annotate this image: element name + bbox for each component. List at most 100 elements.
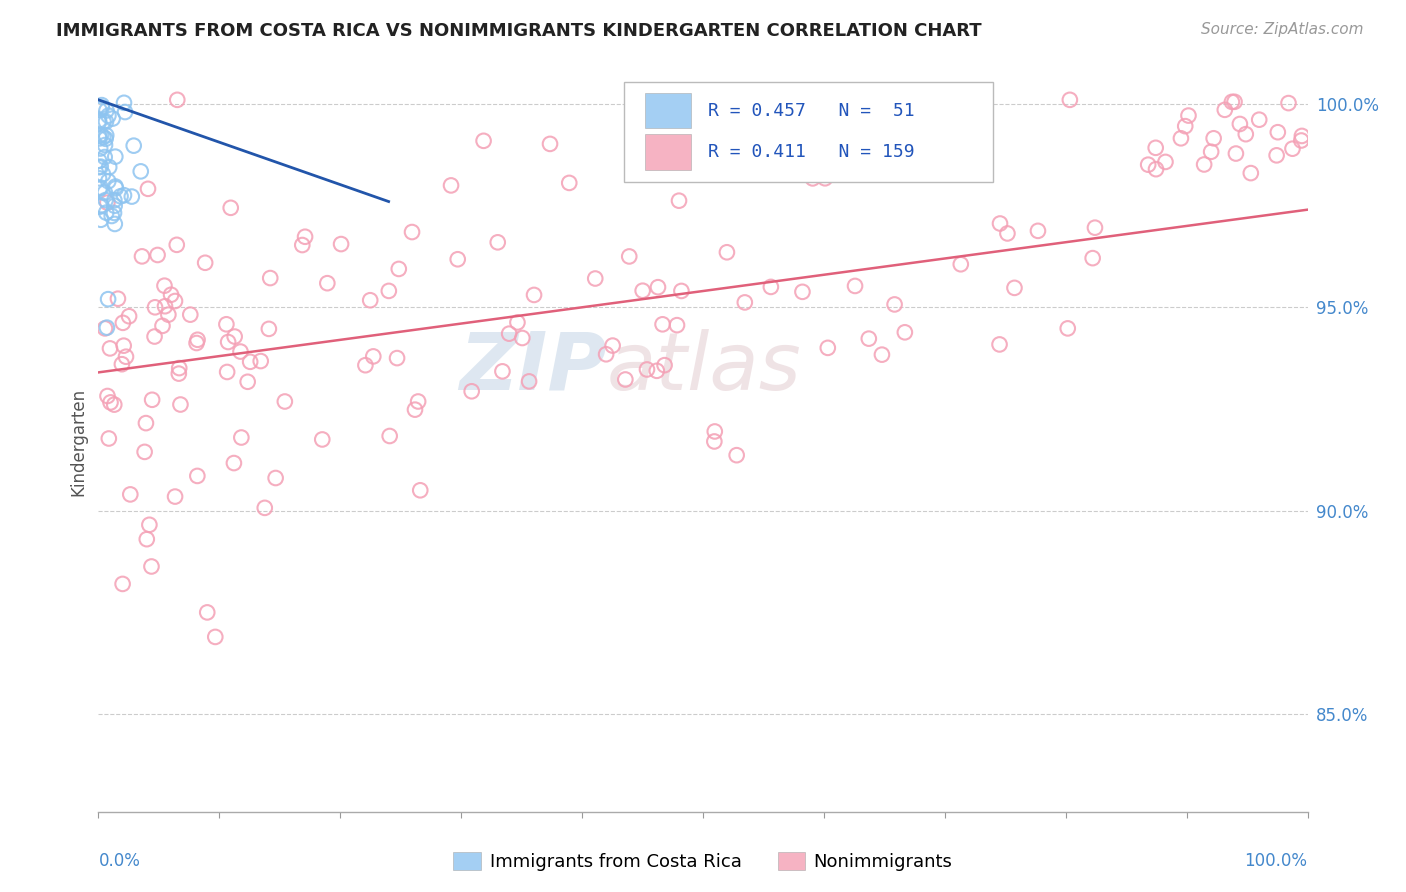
- Point: [614, 372, 637, 386]
- Point: [703, 434, 725, 449]
- Point: [153, 299, 176, 313]
- Point: [135, 416, 157, 430]
- Point: [93, 114, 115, 128]
- Point: [249, 354, 271, 368]
- Point: [759, 280, 782, 294]
- Point: [814, 171, 837, 186]
- Point: [359, 293, 381, 308]
- Point: [98, 160, 121, 174]
- Point: [703, 425, 725, 439]
- Point: [100, 395, 122, 409]
- Text: 0.0%: 0.0%: [98, 853, 141, 871]
- Point: [134, 445, 156, 459]
- Point: [131, 249, 153, 263]
- Point: [1056, 321, 1078, 335]
- Point: [87, 171, 110, 186]
- Point: [997, 227, 1019, 241]
- Point: [96, 195, 118, 210]
- Point: [647, 280, 669, 294]
- Point: [101, 112, 124, 126]
- Point: [103, 193, 125, 207]
- Point: [1170, 131, 1192, 145]
- Point: [1144, 162, 1167, 177]
- Point: [94, 321, 117, 335]
- Point: [167, 367, 190, 381]
- Point: [96, 320, 118, 334]
- Text: R = 0.457   N =  51: R = 0.457 N = 51: [707, 102, 914, 120]
- Point: [163, 293, 186, 308]
- Point: [96, 128, 118, 143]
- Point: [104, 217, 127, 231]
- Point: [401, 225, 423, 239]
- Point: [619, 249, 641, 263]
- Point: [636, 362, 658, 376]
- Point: [631, 284, 654, 298]
- Point: [89, 103, 111, 117]
- Point: [264, 471, 287, 485]
- Point: [98, 342, 121, 356]
- Point: [404, 402, 426, 417]
- Point: [129, 164, 152, 178]
- Point: [801, 171, 824, 186]
- Point: [146, 248, 169, 262]
- Legend: Immigrants from Costa Rica, Nonimmigrants: Immigrants from Costa Rica, Nonimmigrant…: [446, 845, 960, 879]
- Point: [120, 487, 142, 501]
- Point: [654, 358, 676, 372]
- Text: 100.0%: 100.0%: [1244, 853, 1308, 871]
- Point: [91, 167, 114, 181]
- Point: [121, 189, 143, 203]
- Point: [1229, 117, 1251, 131]
- Point: [330, 237, 353, 252]
- Point: [217, 334, 239, 349]
- Point: [87, 113, 110, 128]
- Y-axis label: Kindergarten: Kindergarten: [69, 387, 87, 496]
- Point: [236, 375, 259, 389]
- Point: [595, 347, 617, 361]
- Point: [1081, 251, 1104, 265]
- Point: [89, 131, 111, 145]
- Bar: [645, 93, 690, 128]
- Point: [111, 357, 134, 371]
- Point: [447, 252, 470, 267]
- Point: [1265, 148, 1288, 162]
- Point: [89, 200, 111, 214]
- Point: [1026, 224, 1049, 238]
- Point: [153, 278, 176, 293]
- Text: IMMIGRANTS FROM COSTA RICA VS NONIMMIGRANTS KINDERGARTEN CORRELATION CHART: IMMIGRANTS FROM COSTA RICA VS NONIMMIGRA…: [56, 22, 981, 40]
- Point: [1192, 157, 1215, 171]
- Point: [160, 287, 183, 301]
- Point: [204, 630, 226, 644]
- Point: [166, 237, 188, 252]
- Point: [716, 245, 738, 260]
- Point: [894, 326, 917, 340]
- Point: [97, 432, 120, 446]
- Point: [1220, 95, 1243, 109]
- Point: [90, 198, 112, 212]
- Point: [111, 577, 134, 591]
- Point: [294, 229, 316, 244]
- Point: [1223, 95, 1246, 109]
- Point: [1137, 158, 1160, 172]
- Point: [1154, 155, 1177, 169]
- Point: [1240, 166, 1263, 180]
- Point: [89, 153, 111, 168]
- Point: [94, 132, 117, 146]
- Point: [90, 180, 112, 194]
- Point: [1277, 96, 1299, 111]
- Point: [166, 93, 188, 107]
- Point: [91, 130, 114, 145]
- Point: [311, 433, 333, 447]
- Point: [1281, 142, 1303, 156]
- Bar: [645, 135, 690, 169]
- Point: [112, 339, 135, 353]
- Point: [291, 238, 314, 252]
- Point: [472, 134, 495, 148]
- Text: ZIP: ZIP: [458, 328, 606, 407]
- Point: [883, 297, 905, 311]
- Point: [111, 316, 134, 330]
- Point: [506, 315, 529, 329]
- Point: [136, 182, 159, 196]
- Point: [1174, 119, 1197, 133]
- Point: [107, 292, 129, 306]
- Point: [90, 160, 112, 174]
